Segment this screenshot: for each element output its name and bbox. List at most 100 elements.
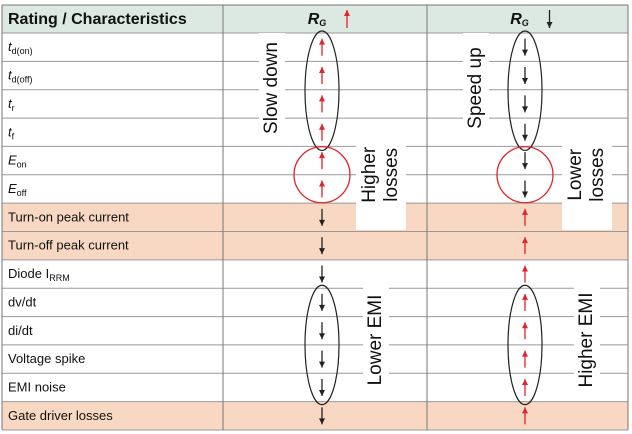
arrow-head — [522, 78, 528, 85]
row-label: td(off) — [8, 68, 32, 85]
row-arrow — [319, 95, 325, 113]
group-ellipse — [507, 284, 543, 406]
group-ellipse — [304, 284, 340, 406]
row-arrow — [319, 67, 325, 85]
row-label: Turn-off peak current — [8, 238, 129, 253]
arrow-head — [522, 322, 528, 329]
arrow-head — [522, 237, 528, 244]
annotation: Slow down — [261, 42, 282, 134]
row-label: EMI noise — [8, 380, 66, 395]
header-label: Rating / Characteristics — [8, 11, 187, 28]
group-ellipse — [304, 30, 340, 152]
row-sub: d(on) — [12, 47, 33, 57]
row-main: t — [8, 96, 13, 111]
row-label: Voltage spike — [8, 352, 85, 367]
row-main: t — [8, 68, 13, 83]
row-arrow — [522, 67, 528, 85]
arrow-head — [522, 350, 528, 357]
group-ellipse — [507, 30, 543, 152]
row-label: dv/dt — [8, 295, 37, 310]
row-arrow — [319, 407, 325, 425]
row-arrow — [522, 407, 528, 425]
row-main: Diode I — [8, 266, 49, 281]
arrow-head — [319, 418, 325, 425]
row-main: Turn-on peak current — [8, 210, 129, 225]
arrow-head — [319, 152, 325, 159]
arrow-head — [319, 333, 325, 340]
row-highlight — [2, 231, 628, 260]
header-main: R — [510, 11, 522, 28]
row-arrow — [522, 152, 528, 170]
row-main: E — [8, 181, 17, 196]
annotation-bg — [363, 285, 389, 395]
row-main: Turn-off peak current — [8, 238, 129, 253]
row-arrow — [522, 322, 528, 340]
arrow-head — [522, 163, 528, 170]
arrow-head — [319, 180, 325, 187]
row-main: dv/dt — [8, 295, 37, 310]
arrow-head — [319, 95, 325, 102]
row-main: t — [8, 40, 13, 55]
row-label: Eon — [8, 153, 27, 170]
row-label: tf — [8, 125, 15, 142]
arrow-head — [319, 123, 325, 130]
annotation-bg — [259, 33, 285, 143]
row-arrow — [522, 95, 528, 113]
annotation-bg — [356, 119, 406, 230]
row-arrow — [319, 322, 325, 340]
annotation: Speed up — [465, 47, 486, 128]
row-highlight — [2, 401, 628, 430]
row-arrow — [522, 237, 528, 255]
arrow-head — [522, 293, 528, 300]
row-label: Diode IRRM — [8, 266, 70, 283]
row-sub: on — [17, 160, 27, 170]
row-main: Gate driver losses — [8, 408, 113, 423]
annotation-bg — [574, 285, 600, 395]
arrow-head — [546, 22, 553, 28]
row-arrow — [319, 208, 325, 226]
row-arrow — [522, 293, 528, 311]
arrow-head — [319, 389, 325, 396]
header-label: RG — [510, 11, 529, 28]
row-arrow — [319, 378, 325, 396]
annotation-bg — [562, 119, 612, 230]
row-arrow — [522, 265, 528, 283]
row-arrow — [319, 180, 325, 198]
arrow-head — [522, 134, 528, 141]
loss-circle — [496, 146, 554, 204]
arrow-head — [319, 67, 325, 74]
row-main: di/dt — [8, 323, 33, 338]
header-arrow — [344, 10, 350, 28]
annotation: Higher — [359, 146, 380, 203]
annotation: losses — [381, 148, 402, 202]
arrow-head — [522, 407, 528, 414]
header-arrow — [546, 10, 553, 28]
header-label: RG — [308, 11, 327, 28]
arrow-head — [522, 191, 528, 198]
arrow-head — [319, 219, 325, 226]
arrow-head — [319, 276, 325, 283]
row-sub: f — [12, 132, 15, 142]
header-sub: G — [319, 18, 326, 28]
annotation: losses — [587, 148, 608, 202]
row-label: di/dt — [8, 323, 33, 338]
row-arrow — [319, 152, 325, 170]
row-arrow — [522, 378, 528, 396]
row-arrow — [319, 123, 325, 141]
row-arrow — [319, 350, 325, 368]
row-main: E — [8, 153, 17, 168]
arrow-head — [522, 208, 528, 215]
arrow-head — [319, 304, 325, 311]
row-main: t — [8, 125, 13, 140]
row-arrow — [522, 350, 528, 368]
row-arrow — [522, 208, 528, 226]
row-sub: r — [12, 103, 15, 113]
row-arrow — [319, 38, 325, 56]
row-sub: d(off) — [12, 75, 33, 85]
row-label: tr — [8, 96, 15, 113]
row-highlight — [2, 203, 628, 232]
annotation: Higher EMI — [576, 292, 597, 387]
header-main: R — [308, 11, 320, 28]
